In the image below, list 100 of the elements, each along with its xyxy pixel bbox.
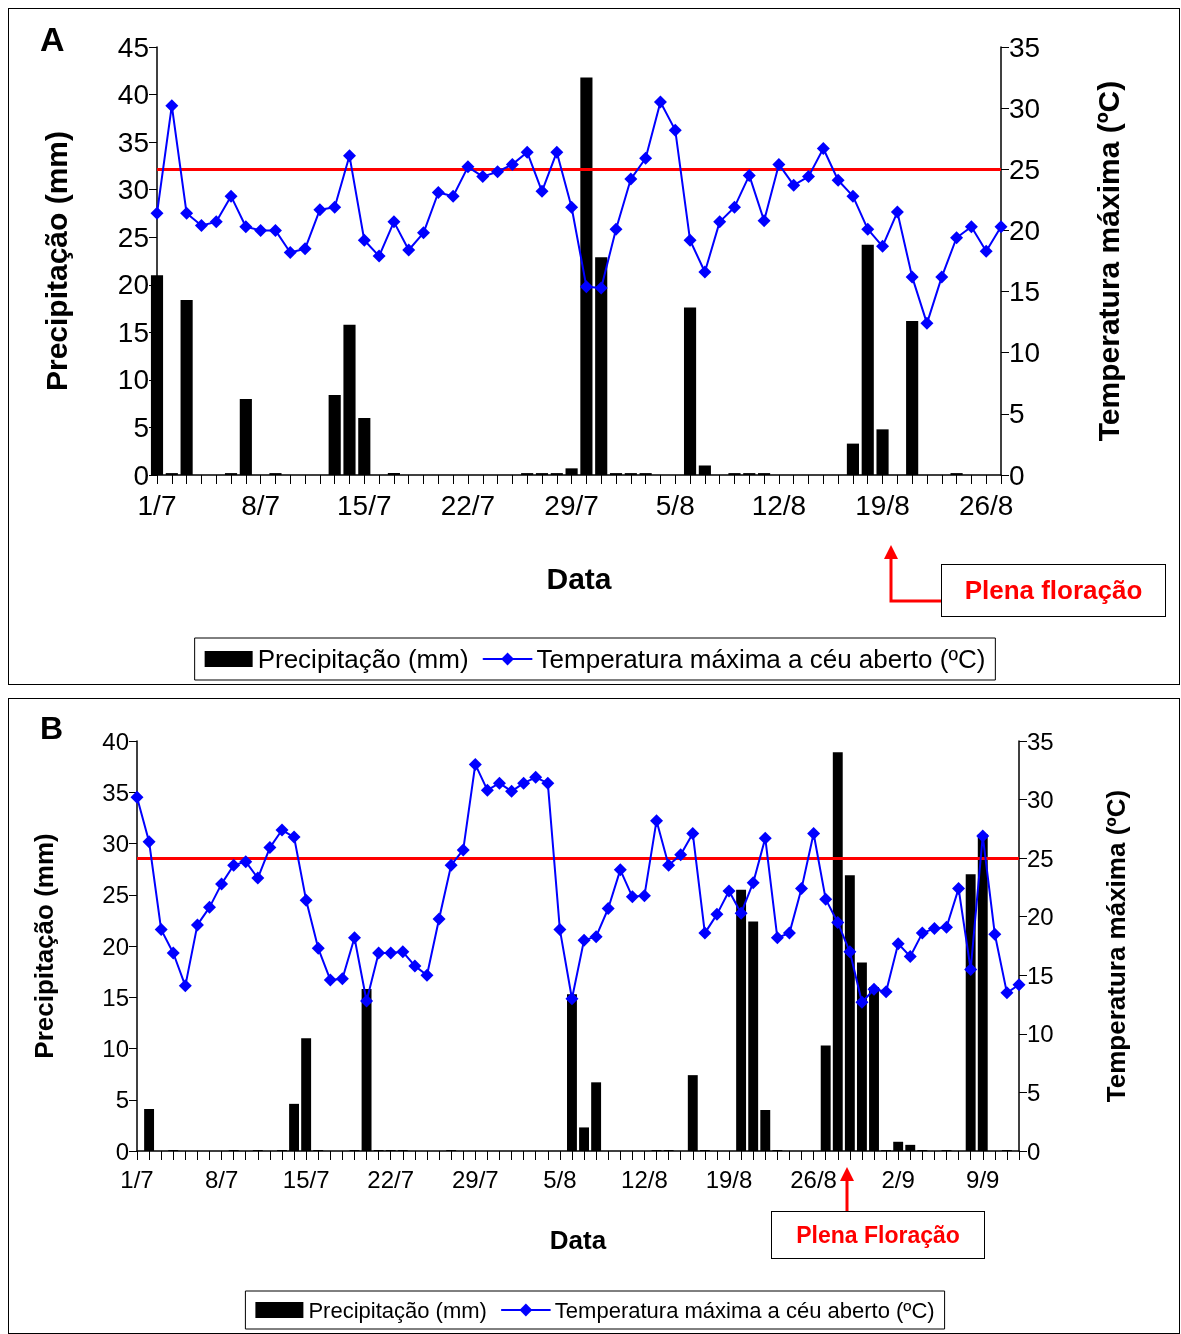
point <box>476 170 490 184</box>
point <box>417 226 431 240</box>
point <box>639 151 653 165</box>
y2-tick-label: 30 <box>1009 92 1041 124</box>
y-tick-label: 30 <box>117 174 149 206</box>
x-tick-label: 2/9 <box>881 1165 915 1193</box>
point <box>505 157 519 171</box>
y-tick-label: 5 <box>115 1086 129 1114</box>
x-tick-label: 26/8 <box>958 489 1014 521</box>
point <box>165 99 179 113</box>
text: Plena Floração <box>771 1211 985 1259</box>
point <box>772 157 786 171</box>
y-tick-label: 15 <box>117 316 149 348</box>
y2-tick-label: 30 <box>1027 786 1054 814</box>
y2-tick-label: 0 <box>1027 1137 1041 1165</box>
x-tick-label: 22/7 <box>367 1165 415 1193</box>
point <box>653 95 667 109</box>
legend-label: Temperatura máxima a céu aberto (ºC) <box>554 1297 935 1323</box>
point <box>520 145 534 159</box>
x-tick-label: 1/7 <box>137 489 177 521</box>
y2-tick-label: 15 <box>1027 961 1054 989</box>
y2-tick-label: 5 <box>1009 398 1025 430</box>
point <box>668 123 682 137</box>
y-tick-label: 20 <box>117 269 149 301</box>
point <box>831 173 845 187</box>
x-tick-label: 26/8 <box>790 1165 837 1193</box>
y-tick-label: 25 <box>117 221 149 253</box>
point <box>387 215 401 229</box>
point <box>209 215 223 229</box>
point <box>698 265 712 279</box>
point <box>268 223 282 237</box>
y2-tick-label: 35 <box>1027 727 1054 755</box>
point <box>846 189 860 203</box>
point <box>609 222 623 236</box>
y-tick-label: 20 <box>102 932 129 960</box>
point <box>402 243 416 257</box>
point <box>950 231 964 245</box>
point <box>890 205 904 219</box>
point <box>994 220 1008 234</box>
point <box>964 220 978 234</box>
point <box>446 189 460 203</box>
point <box>224 189 238 203</box>
point <box>742 168 756 182</box>
point <box>816 142 830 155</box>
point <box>757 214 771 228</box>
x-tick-label: 12/8 <box>621 1165 668 1193</box>
point <box>624 172 638 186</box>
point <box>194 219 208 233</box>
x-tick-label: 5/8 <box>655 489 695 521</box>
y-tick-label: 10 <box>117 364 149 396</box>
y2-tick-label: 20 <box>1027 903 1054 931</box>
point <box>802 170 816 184</box>
y2-tick-label: 10 <box>1009 337 1041 369</box>
y2-tick-label: 15 <box>1009 276 1041 308</box>
y-axis-title: Precipitação (mm) <box>29 833 59 1059</box>
point <box>905 270 919 284</box>
y2-tick-label: 35 <box>1009 31 1041 63</box>
point <box>594 281 608 295</box>
point <box>283 245 297 259</box>
y-tick-label: 10 <box>102 1035 129 1062</box>
point <box>579 280 593 294</box>
x-tick-label: 8/7 <box>241 489 281 521</box>
x-tick-label: 9/9 <box>966 1165 1000 1193</box>
point <box>550 145 564 159</box>
point <box>979 244 993 258</box>
y-tick-label: 30 <box>102 830 129 857</box>
chart-title: A <box>40 20 65 58</box>
point <box>313 203 327 217</box>
x-tick-label: 22/7 <box>440 489 496 521</box>
point <box>876 239 890 253</box>
legend-label: Temperatura máxima a céu aberto (ºC) <box>536 644 986 674</box>
y-tick-label: 40 <box>102 727 129 755</box>
y-tick-label: 35 <box>117 126 149 158</box>
y-tick-label: 0 <box>115 1137 129 1165</box>
point <box>357 233 371 247</box>
chart-title: B <box>40 710 64 746</box>
x-tick-label: 29/7 <box>451 1165 499 1193</box>
y2-tick-label: 0 <box>1009 459 1025 491</box>
y-tick-label: 45 <box>117 31 149 63</box>
x-tick-label: 1/7 <box>120 1165 154 1193</box>
point <box>535 184 549 198</box>
y2-tick-label: 25 <box>1027 844 1054 872</box>
x-tick-label: 29/7 <box>544 489 599 521</box>
y2-tick-label: 25 <box>1009 153 1041 185</box>
point <box>150 206 164 220</box>
point <box>180 206 194 220</box>
point <box>787 178 801 192</box>
x-tick-label: 19/8 <box>855 489 910 521</box>
point <box>861 222 875 236</box>
x-axis-title: Data <box>546 561 612 595</box>
point <box>372 249 386 263</box>
y2-tick-label: 5 <box>1027 1078 1041 1106</box>
point <box>920 316 934 330</box>
legend-label: Precipitação (mm) <box>308 1297 487 1323</box>
point <box>461 160 475 174</box>
y-tick-label: 5 <box>133 411 149 443</box>
x-tick-label: 8/7 <box>204 1165 239 1193</box>
legend-label: Precipitação (mm) <box>257 644 469 674</box>
y2-tick-label: 20 <box>1009 214 1041 246</box>
point <box>298 242 312 256</box>
